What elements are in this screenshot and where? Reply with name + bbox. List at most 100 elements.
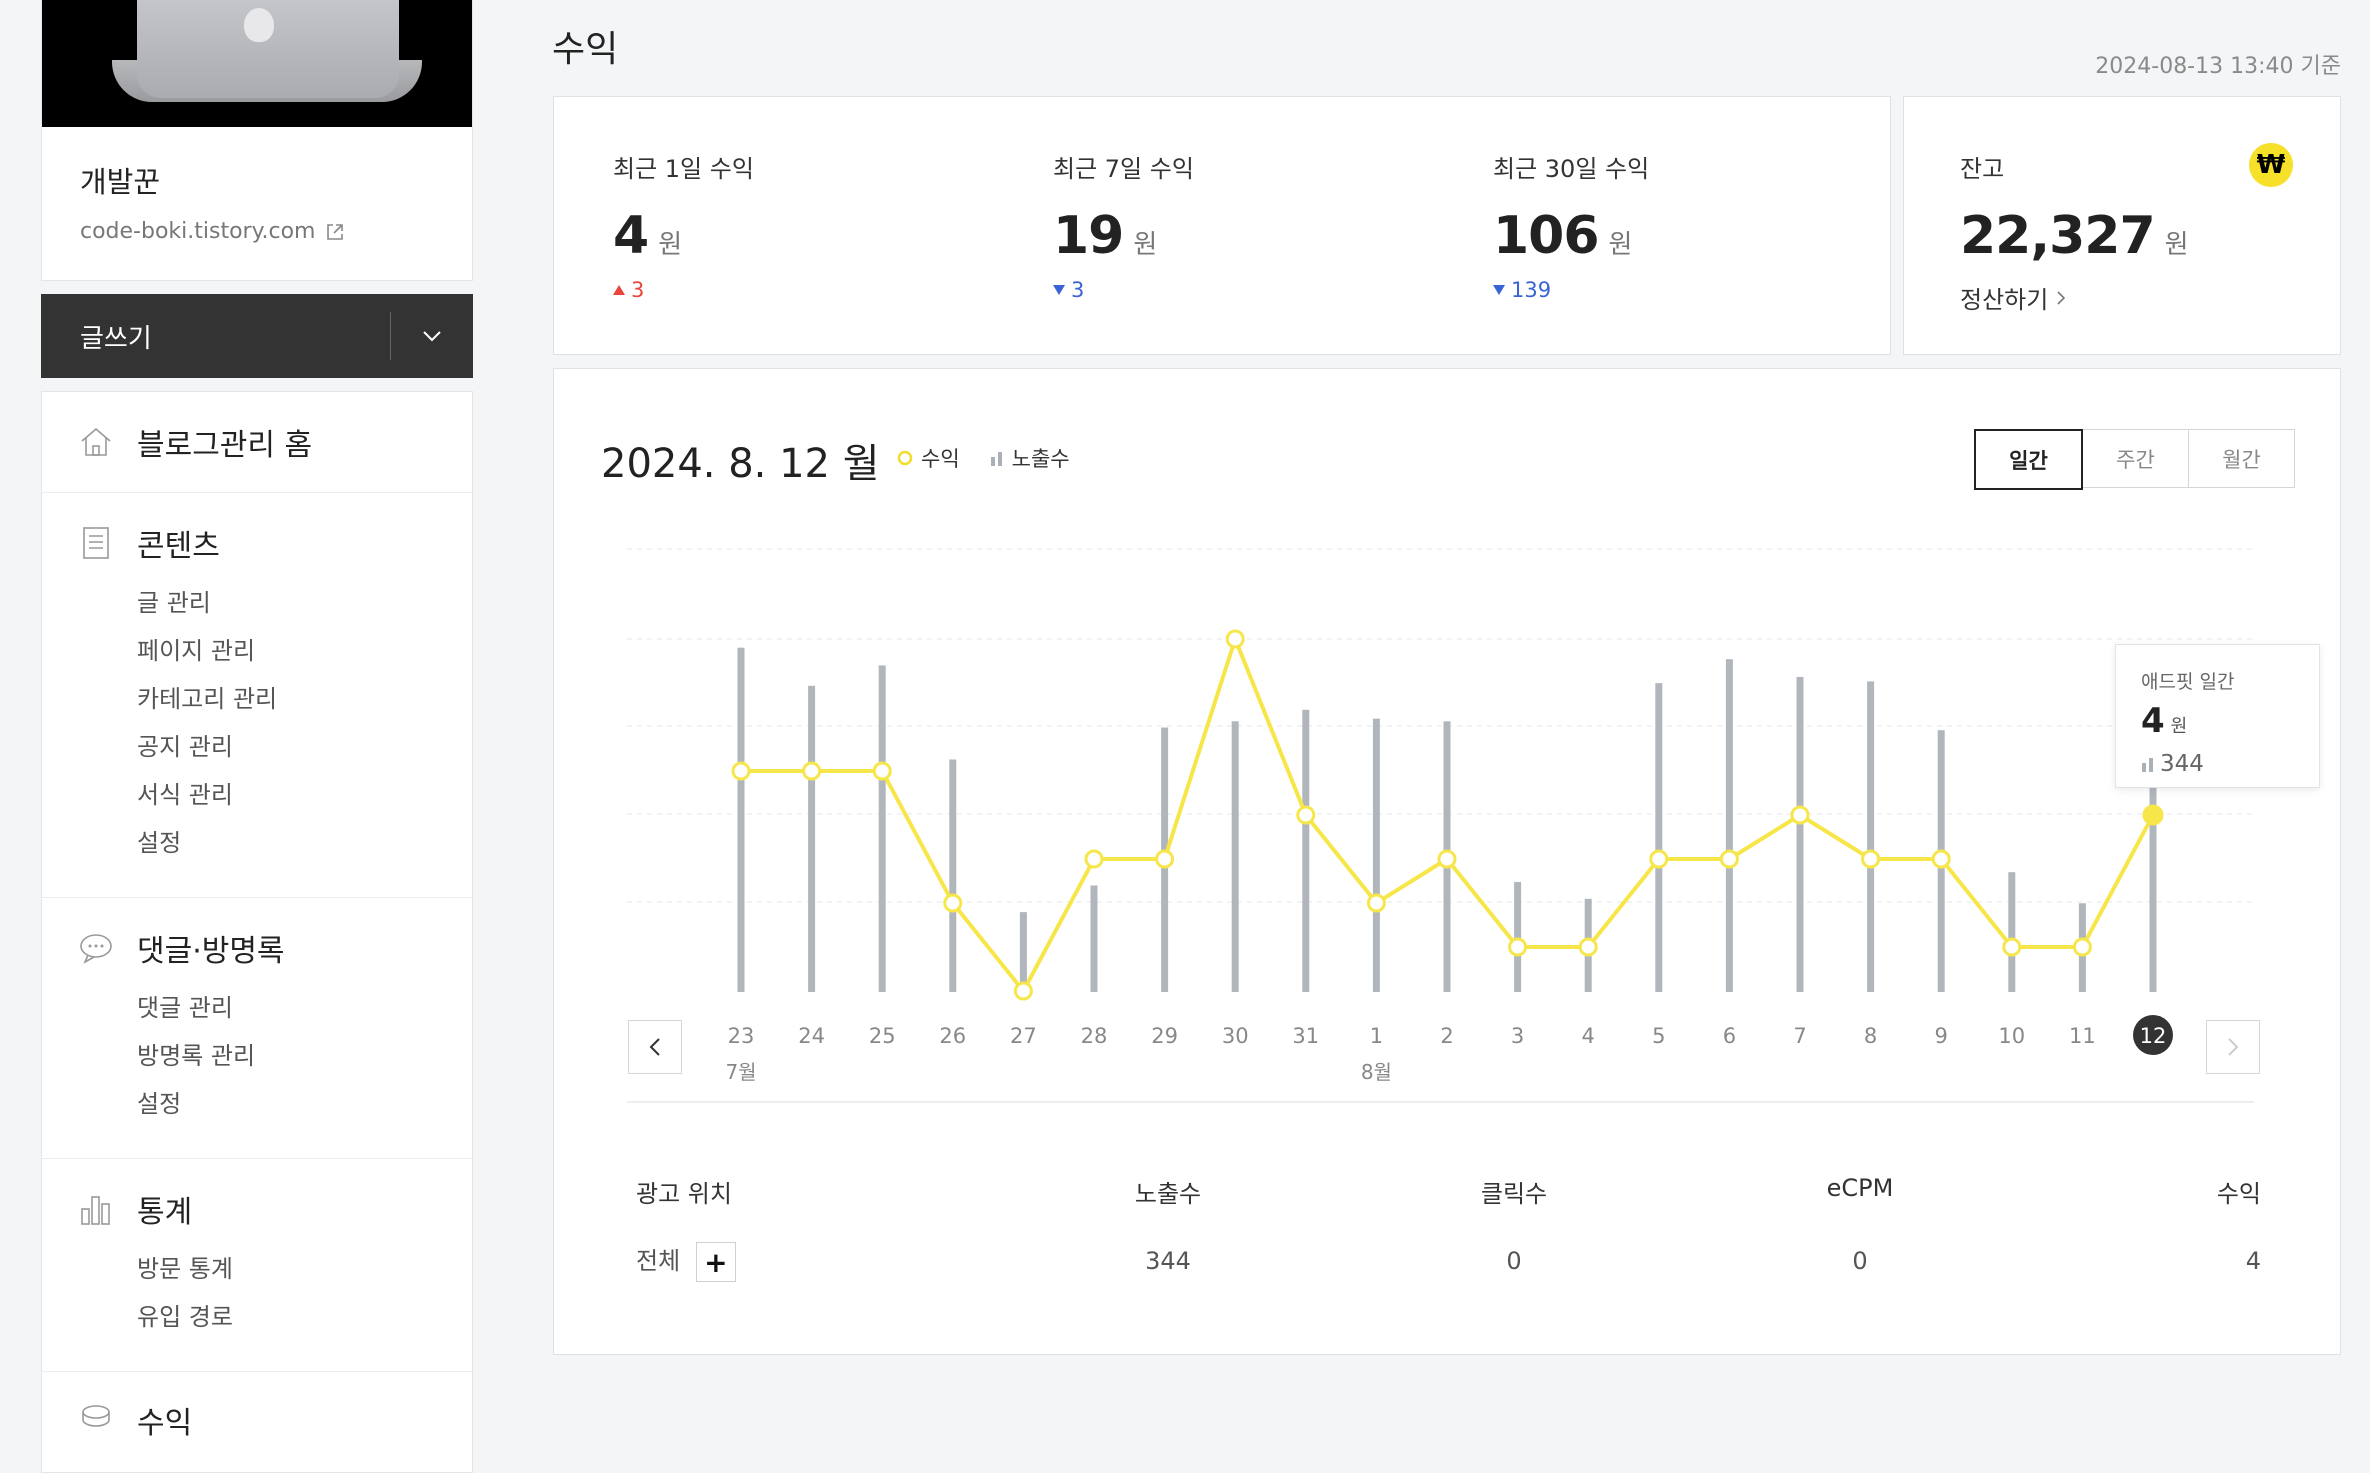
updated-timestamp: 2024-08-13 13:40 기준 [2095,54,2341,79]
x-tick-label: 7 [1793,1024,1806,1048]
row-clicks: 0 [1506,1247,1522,1275]
tab-monthly[interactable]: 월간 [2188,429,2295,488]
revenue-point [1437,849,1457,869]
impressions-bar [878,665,886,992]
revenue-point [1578,937,1598,957]
row-position-label: 전체 [636,1247,681,1275]
write-button-label[interactable]: 글쓰기 [80,323,152,354]
legend-impressions-label: 노출수 [1011,447,1070,471]
submenu-notice-manage[interactable]: 공지 관리 [137,733,233,761]
impressions-bar [1302,709,1310,992]
impressions-bar [737,647,745,992]
submenu-comment-manage[interactable]: 댓글 관리 [137,994,233,1022]
x-tick-label: 24 [798,1024,825,1048]
tooltip-impressions: 344 [2141,751,2204,777]
blog-thumbnail[interactable] [42,0,472,127]
menu-title-revenue[interactable]: 수익 [137,1406,193,1441]
submenu-visit-stats[interactable]: 방문 통계 [137,1255,233,1283]
revenue-chart-card: 2024. 8. 12 월 수익 노출수 일간 주간 월간 23 24 25 26 27… [553,368,2341,1355]
row-position: 전체 + [636,1241,736,1282]
x-tick-label: 27 [1010,1024,1037,1048]
tab-weekly[interactable]: 주간 [2082,429,2189,488]
chart-date: 2024. 8. 12 월 [601,441,880,487]
impressions-bar [949,759,957,992]
revenue-point [943,893,963,913]
menu-title-stats[interactable]: 통계 [137,1195,193,1230]
stats-submenu: 방문 통계 유입 경로 [42,1245,472,1341]
submenu-template-manage[interactable]: 서식 관리 [137,781,233,809]
stat-delta-value: 3 [631,278,645,302]
stat-1day: 최근 1일 수익 4 원 3 [613,149,754,302]
submenu-content-settings[interactable]: 설정 [137,829,182,857]
submenu-guestbook-manage[interactable]: 방명록 관리 [137,1042,256,1070]
col-clicks: 클릭수 [1480,1180,1548,1208]
write-dropdown-button[interactable] [391,330,473,342]
submenu-post-manage[interactable]: 글 관리 [137,589,211,617]
row-ecpm: 0 [1852,1247,1868,1275]
menu-item-stats[interactable]: 통계 [42,1187,472,1231]
impressions-bar [2008,872,2016,992]
settle-link[interactable]: 정산하기 [1960,280,2189,315]
menu-section-home: 블로그관리 홈 [42,392,472,493]
chart-next-button[interactable] [2206,1020,2260,1074]
x-tick-label: 29 [1151,1024,1178,1048]
stat-delta: 139 [1493,278,1649,302]
write-button[interactable]: 글쓰기 [41,294,473,378]
x-tick-label: 10 [1998,1024,2025,1048]
menu-item-revenue[interactable]: 수익 [42,1398,472,1442]
external-link-icon [327,223,344,240]
submenu-referrer-stats[interactable]: 유입 경로 [137,1303,233,1331]
menu-item-content[interactable]: 콘텐츠 [42,521,472,565]
chart-prev-button[interactable] [628,1020,682,1074]
impressions-bar [1372,718,1380,992]
impressions-bar [1796,676,1804,992]
menu-title-home[interactable]: 블로그관리 홈 [137,428,313,463]
blog-url[interactable]: code-boki.tistory.com [80,219,316,244]
content-submenu: 글 관리 페이지 관리 카테고리 관리 공지 관리 서식 관리 설정 [42,579,472,867]
stat-label: 최근 1일 수익 [613,155,754,183]
triangle-up-icon [613,285,625,295]
x-tick-label: 3 [1511,1024,1524,1048]
impressions-bar [1725,659,1733,992]
revenue-point [1649,849,1669,869]
stat-number: 106 [1493,206,1600,266]
submenu-category-manage[interactable]: 카테고리 관리 [137,685,278,713]
menu-title-content[interactable]: 콘텐츠 [137,529,220,564]
menu-item-comments[interactable]: 댓글·방명록 [42,926,472,970]
impressions-bar [1090,885,1098,992]
x-tick-label: 31 [1292,1024,1319,1048]
stat-delta: 3 [613,278,754,302]
stat-label: 최근 7일 수익 [1053,155,1194,183]
table-row: 전체 + 344 0 0 4 [636,1242,2261,1287]
menu-section-content: 콘텐츠 글 관리 페이지 관리 카테고리 관리 공지 관리 서식 관리 설정 [42,493,472,898]
stat-number: 19 [1053,206,1124,266]
col-position: 광고 위치 [636,1180,732,1208]
submenu-comment-settings[interactable]: 설정 [137,1090,182,1118]
blog-card: 개발꾼 code-boki.tistory.com [41,0,473,281]
tab-daily[interactable]: 일간 [1974,429,2083,490]
menu-section-comments: 댓글·방명록 댓글 관리 방명록 관리 설정 [42,898,472,1159]
submenu-page-manage[interactable]: 페이지 관리 [137,637,256,665]
revenue-summary-card: 최근 1일 수익 4 원 3 최근 7일 수익 19 원 3 최근 30일 수익… [553,96,1891,355]
revenue-point [731,761,751,781]
tooltip-number: 4 [2141,701,2165,741]
revenue-point [1719,849,1739,869]
blog-url-link[interactable]: code-boki.tistory.com [80,219,434,244]
impressions-bar [1655,683,1663,992]
legend-bar-icon [990,452,1002,466]
revenue-point [2072,937,2092,957]
menu-item-home[interactable]: 블로그관리 홈 [42,420,472,464]
blog-info: 개발꾼 code-boki.tistory.com [42,127,472,280]
revenue-point [1366,893,1386,913]
chevron-right-icon [2057,290,2066,305]
settle-label[interactable]: 정산하기 [1960,286,2049,314]
x-tick-label: 30 [1222,1024,1249,1048]
month-label: 7월 [725,1060,756,1084]
menu-title-comments[interactable]: 댓글·방명록 [137,934,285,969]
expand-button[interactable]: + [695,1242,736,1282]
revenue-point [1013,981,1033,1001]
stat-label: 최근 30일 수익 [1493,155,1650,183]
stat-number: 4 [613,206,649,266]
ad-table-header: 광고 위치 노출수 클릭수 eCPM 수익 [636,1174,2261,1214]
stat-value: 106 원 [1493,206,1649,266]
